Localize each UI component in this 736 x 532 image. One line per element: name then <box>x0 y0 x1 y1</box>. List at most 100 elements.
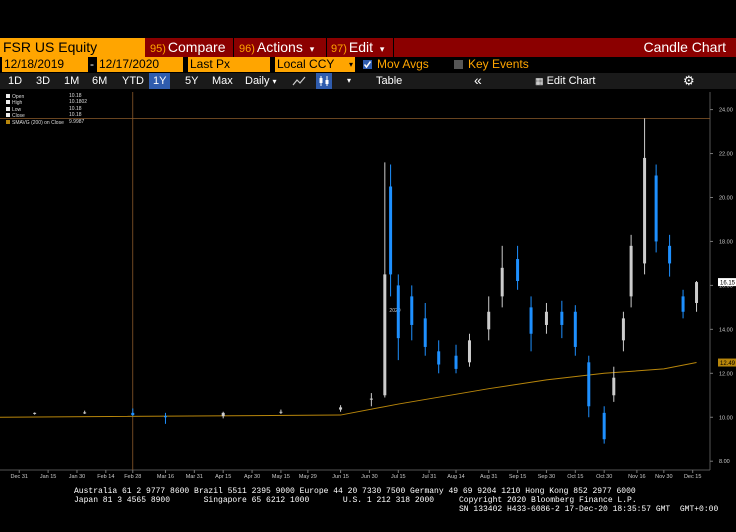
candle-body <box>221 412 225 417</box>
candle-body <box>383 274 387 396</box>
start-date-field[interactable]: 12/18/2019 <box>2 57 88 72</box>
table-button[interactable]: Table <box>376 75 403 87</box>
period-3d[interactable]: 3D <box>36 75 51 87</box>
legend-label: Open <box>12 94 25 100</box>
end-date-field[interactable]: 12/17/2020 <box>97 57 183 72</box>
actions-button[interactable]: 96) Actions ▾ <box>239 38 314 57</box>
x-tick-label: Jun 30 <box>361 474 378 480</box>
footer: Australia 61 2 9777 8600 Brazil 5511 239… <box>0 487 736 532</box>
legend-row: Low 10.18 <box>6 106 82 113</box>
edit-caret-icon: ▾ <box>379 44 385 54</box>
date-dash: - <box>90 57 94 71</box>
legend-label: Low <box>12 106 22 113</box>
legend-value: 9.9987 <box>69 118 85 125</box>
x-tick-label: Jul 31 <box>422 474 437 480</box>
check-icon <box>363 61 372 69</box>
legend-value: 10.1802 <box>69 99 88 106</box>
edit-chart-label: Edit Chart <box>546 75 596 87</box>
legend-value: 10.18 <box>69 112 82 119</box>
frequency-select[interactable]: Daily ▾ <box>245 73 277 89</box>
candle-body <box>396 285 400 339</box>
collapse-icon[interactable]: « <box>474 72 482 88</box>
candle-body <box>467 340 471 363</box>
mov-avgs-checkbox[interactable] <box>363 60 372 69</box>
period-ytd[interactable]: YTD <box>122 75 144 87</box>
legend-value: 10.18 <box>69 93 82 99</box>
y-tick-label: 8.00 <box>719 459 730 465</box>
period-max[interactable]: Max <box>212 75 233 87</box>
candle-body <box>668 245 672 264</box>
legend-label: High <box>12 100 23 107</box>
chart-title: Candle Chart <box>643 39 727 55</box>
candle-body <box>529 307 533 334</box>
legend-value: 10.18 <box>69 105 82 112</box>
x-tick-label: May 29 <box>299 474 317 480</box>
period-6m[interactable]: 6M <box>92 75 108 87</box>
currency-select[interactable]: Local CCY ▾ <box>275 57 355 72</box>
line-chart-icon <box>292 76 306 86</box>
candle-body <box>33 412 37 414</box>
candle-type-button[interactable] <box>316 73 332 89</box>
period-5y[interactable]: 5Y <box>185 75 199 87</box>
legend-row: SMAVG (200) on Close 9.9987 <box>6 119 84 126</box>
candle-body <box>437 351 441 365</box>
edit-button[interactable]: 97) Edit ▾ <box>331 38 384 57</box>
function-bar <box>0 38 736 57</box>
sma-value-label: 12.49 <box>720 361 736 367</box>
candle-body <box>339 407 343 410</box>
footer-session-info: SN 133402 H433-6086-2 17-Dec-20 18:35:57… <box>459 505 719 514</box>
gear-icon[interactable]: ⚙ <box>683 73 695 88</box>
candle-body <box>423 318 427 347</box>
actions-number: 96) <box>239 43 255 55</box>
actions-label: Actions <box>256 39 303 55</box>
x-tick-label: Aug 31 <box>480 474 497 480</box>
y-tick-label: 20.00 <box>719 195 733 201</box>
currency-value: Local CCY <box>277 57 335 71</box>
candle-body <box>612 377 616 396</box>
key-events-label[interactable]: Key Events <box>468 57 529 71</box>
candle-body <box>544 311 548 325</box>
mov-avgs-label[interactable]: Mov Avgs <box>377 57 429 71</box>
candle-body <box>695 282 699 303</box>
compare-button[interactable]: 95) Compare <box>150 38 226 57</box>
y-tick-label: 18.00 <box>719 239 733 245</box>
y-tick-label: 14.00 <box>719 327 733 333</box>
x-tick-label: Apr 30 <box>244 474 260 480</box>
candle-body <box>629 245 633 297</box>
x-tick-label: Feb 28 <box>124 474 141 480</box>
legend-row: Open 10.18 <box>6 93 82 100</box>
legend-label: Close <box>12 113 25 120</box>
x-tick-label: Mar 16 <box>157 474 174 480</box>
x-tick-label: Sep 30 <box>538 474 555 480</box>
period-bar <box>0 73 736 89</box>
chart-type-caret-icon[interactable]: ▾ <box>347 76 352 85</box>
candle-chart[interactable]: 8.00 10.00 12.00 14.00 16.00 18.00 20.00 22.00 2… <box>0 0 736 487</box>
y-tick-label: 22.00 <box>719 152 733 158</box>
y-tick-label: 16.00 <box>719 283 733 289</box>
period-1y[interactable]: 1Y <box>149 73 171 89</box>
key-events-checkbox[interactable] <box>454 60 463 69</box>
legend-swatch <box>6 113 10 118</box>
candle-body <box>643 157 647 264</box>
price-field-select[interactable]: Last Px <box>188 57 270 72</box>
chart-type-icon[interactable] <box>292 73 306 89</box>
period-1d[interactable]: 1D <box>8 75 23 87</box>
edit-chart-button[interactable]: ▦ Edit Chart <box>535 73 596 89</box>
ticker-field[interactable]: FSR US Equity <box>0 38 145 57</box>
candle-body <box>587 362 591 407</box>
footer-phone-line-2: Japan 81 3 4565 8900 Singapore 65 6212 1… <box>74 496 435 505</box>
candle-body <box>516 259 520 281</box>
period-1m[interactable]: 1M <box>64 75 80 87</box>
candle-body <box>369 398 373 400</box>
x-tick-label: Jan 15 <box>40 474 57 480</box>
x-tick-label: Feb 14 <box>97 474 114 480</box>
edit-label: Edit <box>348 39 374 55</box>
candle-body <box>389 186 393 275</box>
legend-swatch <box>6 94 10 98</box>
sma-line <box>0 362 697 418</box>
candle-body <box>454 355 458 369</box>
legend-label: SMAVG (200) on Close <box>12 119 64 126</box>
x-tick-label: Aug 14 <box>447 474 464 480</box>
candle-body <box>573 311 577 347</box>
x-tick-label: Oct 30 <box>596 474 612 480</box>
